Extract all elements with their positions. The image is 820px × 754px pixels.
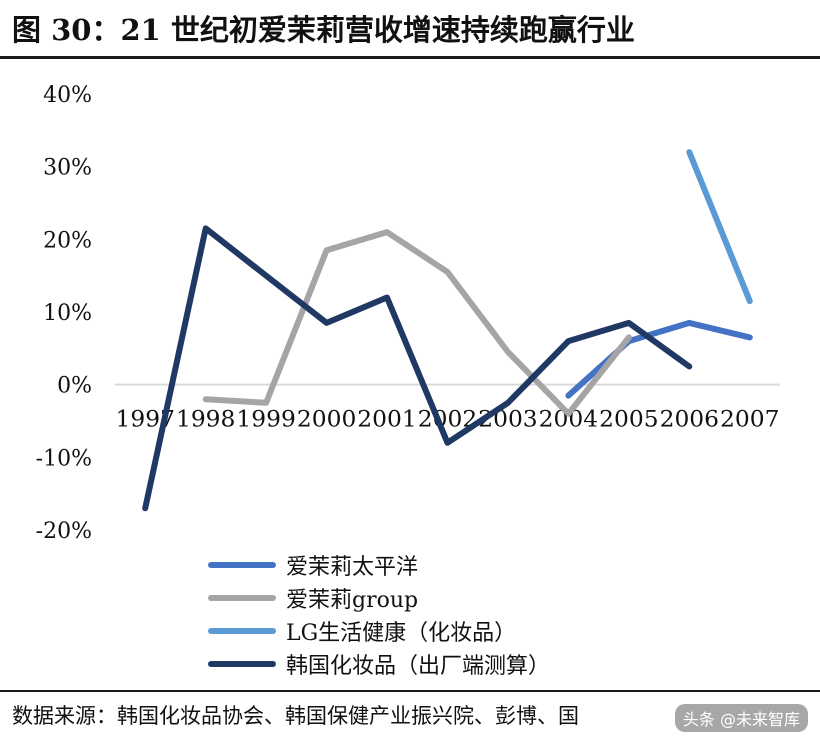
x-tick-label: 2005 [599,408,658,433]
legend-item: 韩国化妆品（出厂端测算） [208,647,648,680]
title-divider [0,56,820,59]
x-tick-label: 1999 [236,408,295,433]
y-tick-label: -10% [36,446,92,471]
legend-label: 韩国化妆品（出厂端测算） [286,653,551,679]
x-tick-label: 2007 [720,408,779,433]
source-divider [0,690,820,692]
legend-swatch [208,594,276,601]
x-tick-label: 2003 [478,408,537,433]
line-chart: 40%30%20%10%0%-10%-20%1997 1998 1999 2000 20… [36,83,780,540]
series-line-1 [202,229,632,417]
chart-title: 图 30：21 世纪初爱茉莉营收增速持续跑赢行业 [12,13,635,47]
chart-legend: 爱茉莉太平洋 爱茉莉group LG生活健康（化妆品） 韩国化妆品（出厂端测算） [208,548,648,680]
watermark: 头条 @未来智库 [674,704,808,732]
legend-swatch [208,627,276,634]
y-tick-label: 20% [43,228,92,253]
y-tick-label: 0% [57,374,92,399]
y-tick-label: 30% [43,156,92,181]
source-note: 数据来源：韩国化妆品协会、韩国保健产业振兴院、彭博、国 [12,704,579,728]
legend-swatch [208,561,276,568]
series-line-3 [142,225,693,512]
legend-label: 爱茉莉太平洋 [286,554,419,580]
legend-label: 爱茉莉group [286,587,419,613]
legend-item: LG生活健康（化妆品） [208,614,648,647]
series-line-0 [565,319,753,399]
y-tick-label: 40% [43,83,92,108]
legend-item: 爱茉莉group [208,581,648,614]
x-tick-label: 2000 [297,408,356,433]
x-tick-label: 2001 [357,408,416,433]
y-tick-label: 10% [43,301,92,326]
legend-item: 爱茉莉太平洋 [208,548,648,581]
y-tick-label: -20% [36,519,92,540]
series-line-2 [686,149,753,305]
x-tick-label: 2006 [660,408,719,433]
legend-swatch [208,660,276,667]
legend-label: LG生活健康（化妆品） [286,620,517,646]
x-tick-label: 1998 [176,408,235,433]
